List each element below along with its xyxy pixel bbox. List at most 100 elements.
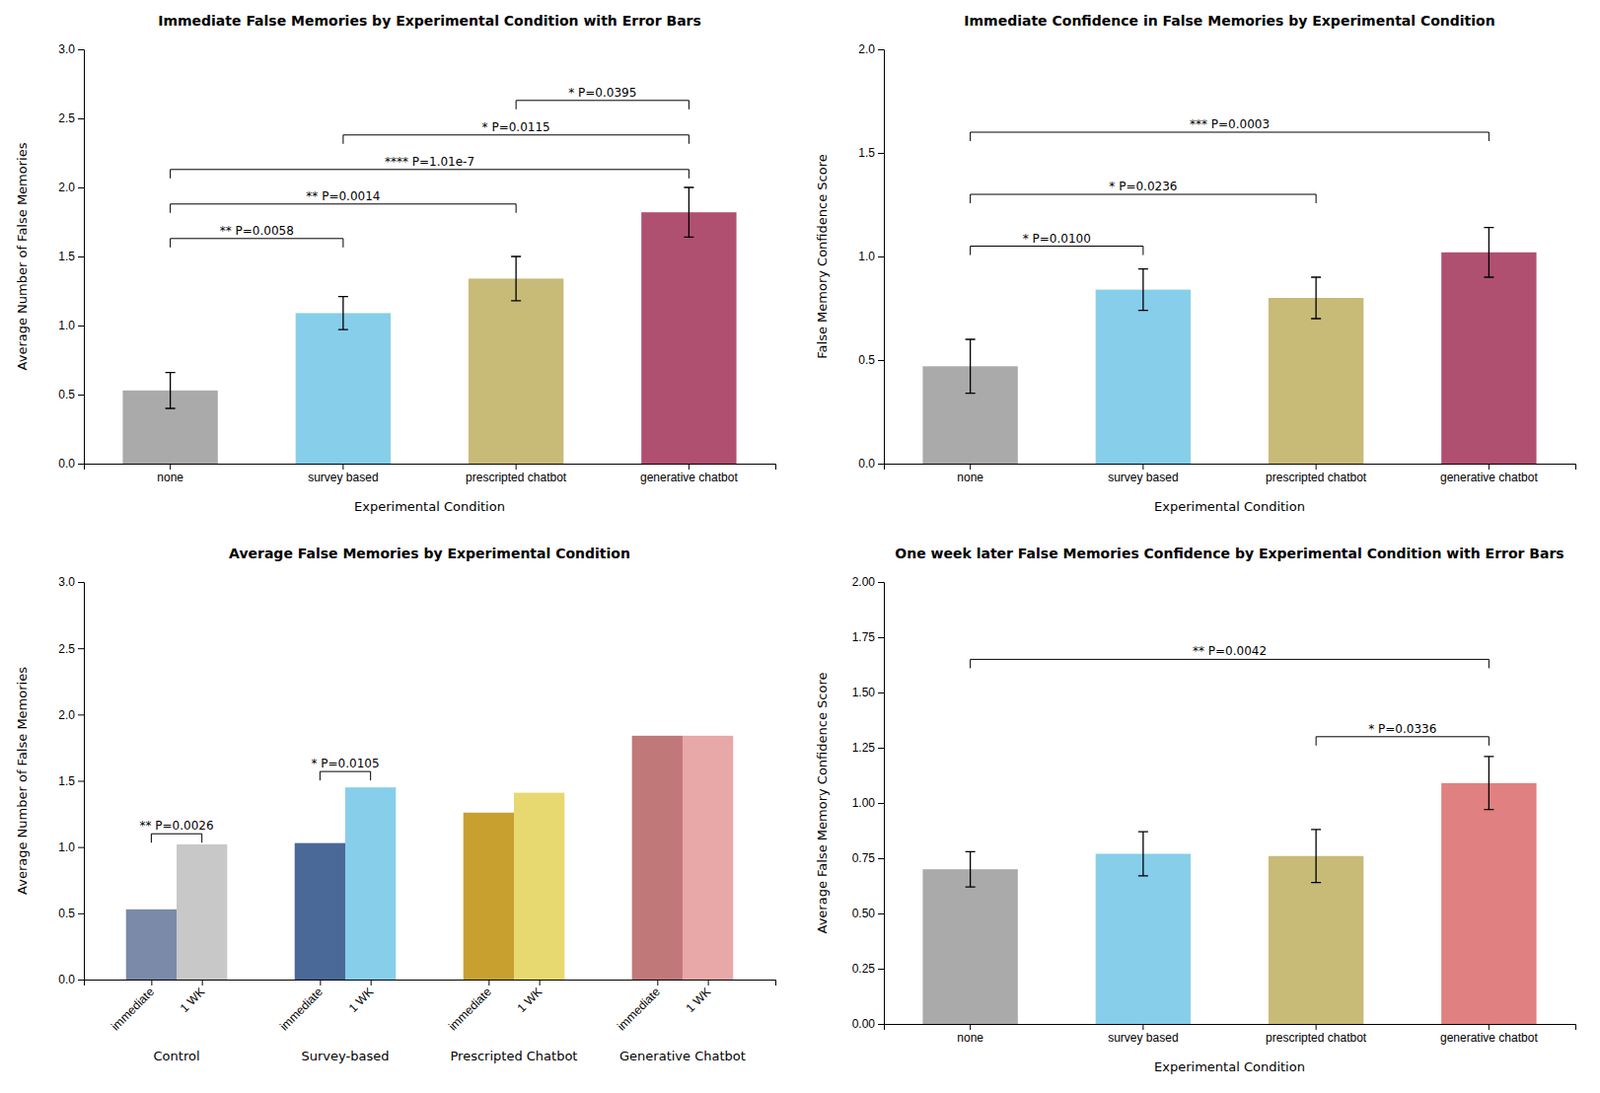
- x-tick-mark: [370, 979, 372, 986]
- x-tick: immediate: [108, 979, 157, 1033]
- y-tick-mark: [877, 692, 884, 694]
- x-tick-label: generative chatbot: [1440, 470, 1538, 485]
- bracket: [970, 132, 1490, 142]
- y-tick: 1.00: [852, 796, 884, 810]
- x-tick-mark: [150, 979, 152, 986]
- x-tick: 1 WK: [683, 979, 715, 1016]
- y-axis: 0.00.51.01.52.0: [858, 42, 884, 471]
- group-label: Generative Chatbot: [619, 1048, 746, 1064]
- y-axis-title: Average False Memory Confidence Score: [814, 672, 830, 935]
- error-bar: [1138, 831, 1149, 876]
- group-label: Survey-based: [301, 1048, 390, 1064]
- error-bar: [683, 187, 694, 237]
- x-tick: immediate: [277, 979, 326, 1033]
- x-tick: generative chatbot: [640, 463, 738, 485]
- bracket-label: * P=0.0100: [1022, 231, 1091, 246]
- bar: [176, 844, 227, 980]
- y-tick-mark: [877, 256, 884, 258]
- y-tick: 0.5: [58, 906, 84, 921]
- group-label: Control: [153, 1048, 201, 1064]
- y-tick: 0.5: [58, 387, 84, 402]
- y-tick: 0.50: [852, 906, 884, 921]
- x-tick-label: immediate: [445, 984, 495, 1033]
- x-tick: immediate: [445, 979, 495, 1033]
- bracket: [970, 194, 1317, 204]
- y-tick: 0.5: [858, 353, 884, 367]
- annotations: * P=0.0100* P=0.0236*** P=0.0003: [970, 117, 1490, 256]
- x-axis-title: Experimental Condition: [1154, 499, 1306, 514]
- x-tick-label: 1 WK: [514, 984, 546, 1016]
- x-axis-line: [84, 464, 777, 471]
- x-tick-mark: [1488, 1023, 1490, 1030]
- error-bar: [965, 339, 976, 394]
- x-tick-label: prescripted chatbot: [1265, 1030, 1368, 1045]
- y-tick: 2.5: [58, 642, 84, 656]
- plot-area: [126, 735, 734, 980]
- x-tick: 1 WK: [514, 979, 546, 1016]
- y-tick-mark: [877, 858, 884, 860]
- bar: [922, 869, 1018, 1024]
- y-tick-mark: [877, 913, 884, 915]
- y-tick-label: 0.50: [852, 906, 876, 921]
- x-tick-mark: [969, 463, 971, 470]
- x-axis-title: Experimental Condition: [1154, 1059, 1306, 1075]
- bracket-label: ** P=0.0026: [139, 818, 214, 833]
- x-tick: prescripted chatbot: [1265, 463, 1368, 485]
- x-tick-label: survey based: [307, 470, 378, 485]
- y-tick-label: 1.25: [852, 740, 876, 755]
- x-tick: none: [956, 1023, 984, 1045]
- x-tick-mark: [969, 1023, 971, 1030]
- panel: 0.00.51.01.52.0 * P=0.0100* P=0.0236*** P…: [814, 12, 1577, 514]
- x-tick-mark: [319, 979, 321, 986]
- x-tick: 1 WK: [177, 979, 209, 1016]
- x-tick-mark: [342, 463, 344, 470]
- x-tick-mark: [1315, 463, 1317, 470]
- x-tick: survey based: [307, 463, 378, 485]
- y-tick-label: 2.0: [858, 42, 875, 57]
- x-tick-label: none: [956, 1030, 984, 1045]
- error-bar: [165, 372, 176, 409]
- y-tick-mark: [77, 256, 84, 258]
- error-bar: [1310, 277, 1321, 319]
- y-tick-label: 1.00: [852, 796, 876, 810]
- x-tick-label: 1 WK: [346, 984, 377, 1016]
- y-axis: 0.00.51.01.52.02.53.0: [58, 575, 84, 987]
- bracket-label: ** P=0.0058: [219, 223, 294, 238]
- y-tick: 1.5: [58, 249, 84, 264]
- x-axis-title: Experimental Condition: [354, 499, 506, 514]
- x-tick-mark: [1142, 463, 1144, 470]
- y-tick-label: 2.0: [58, 708, 75, 723]
- y-tick: 2.0: [858, 42, 884, 57]
- y-tick-mark: [77, 979, 84, 981]
- x-tick: none: [156, 463, 184, 485]
- bracket-label: * P=0.0395: [568, 85, 637, 100]
- x-tick-label: 1 WK: [683, 984, 715, 1016]
- bracket: [343, 135, 690, 145]
- bracket: [515, 100, 689, 110]
- bar: [682, 735, 733, 980]
- y-tick-mark: [77, 847, 84, 849]
- x-tick-mark: [1142, 1023, 1144, 1030]
- x-tick-label: generative chatbot: [640, 470, 738, 485]
- annotations: ** P=0.0026* P=0.0105: [139, 756, 379, 843]
- y-tick: 1.75: [852, 630, 884, 645]
- y-tick: 1.25: [852, 740, 884, 755]
- x-tick: prescripted chatbot: [1265, 1023, 1368, 1045]
- bar: [1441, 783, 1536, 1024]
- y-tick-mark: [877, 360, 884, 362]
- title: Average False Memories by Experimental C…: [228, 545, 631, 562]
- bracket: [170, 169, 690, 179]
- y-tick-mark: [77, 118, 84, 120]
- y-axis-title: Average Number of False Memories: [14, 666, 30, 895]
- x-tick-label: immediate: [614, 984, 663, 1033]
- y-tick-mark: [77, 187, 84, 189]
- y-tick-mark: [877, 747, 884, 749]
- x-tick: prescripted chatbot: [465, 463, 568, 485]
- bar: [1095, 854, 1191, 1024]
- bracket-label: ** P=0.0014: [305, 189, 380, 204]
- y-tick-mark: [77, 325, 84, 327]
- y-tick: 1.0: [58, 840, 84, 855]
- panel: 0.00.51.01.52.02.53.0** P=0.0026* P=0.01…: [14, 545, 777, 1064]
- x-tick-label: survey based: [1107, 470, 1178, 485]
- bracket: [1315, 736, 1489, 746]
